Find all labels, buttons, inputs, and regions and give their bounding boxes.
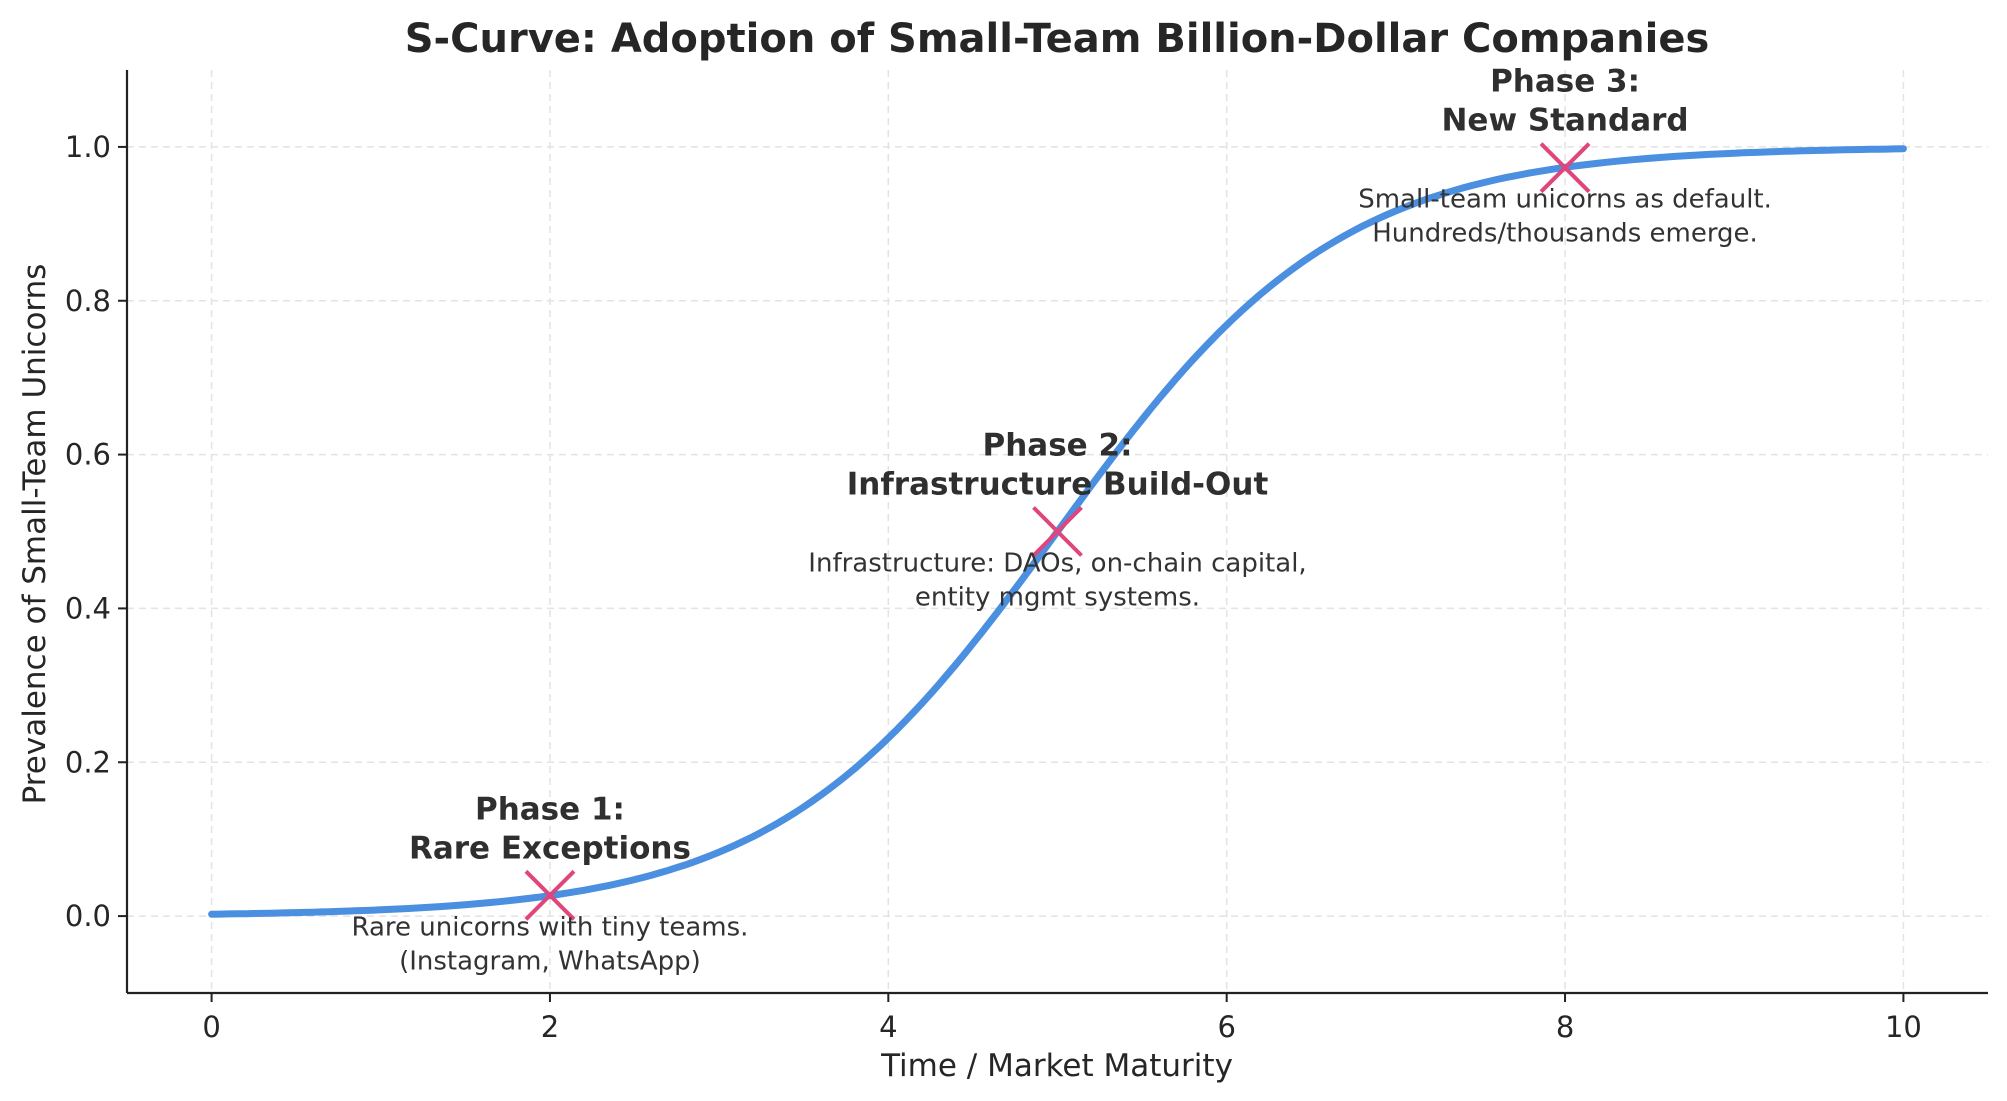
x-tick-label: 2	[541, 1010, 559, 1044]
phase-2-annotation: Phase 2:Infrastructure Build-Out Infrastr…	[808, 428, 1306, 613]
y-tick-label: 0.8	[65, 284, 111, 318]
phase-annotations: Phase 1:Rare Exceptions Rare unicorns wit…	[351, 64, 1771, 977]
phase-3-title-line: New Standard	[1441, 103, 1688, 139]
x-tick-label: 4	[879, 1010, 897, 1044]
phase-3-description-line: Hundreds/thousands emerge.	[1372, 219, 1758, 249]
phase-3-marker	[1539, 142, 1591, 194]
phase-3-title-line: Phase 3:	[1490, 64, 1640, 100]
phase-1-title-line: Phase 1:	[475, 791, 625, 827]
y-axis-label: Prevalence of Small-Team Unicorns	[17, 264, 53, 805]
chart-title: S-Curve: Adoption of Small-Team Billion-…	[405, 16, 1710, 62]
phase-1-description-line: (Instagram, WhatsApp)	[399, 946, 701, 976]
phase-1-title-line: Rare Exceptions	[409, 830, 691, 866]
x-tick-label: 0	[202, 1010, 220, 1044]
y-tick-label: 0.6	[65, 438, 111, 472]
x-tick-label: 10	[1885, 1010, 1922, 1044]
y-tick-label: 0.4	[65, 591, 111, 625]
marker-stroke	[1539, 142, 1591, 194]
phase-2-description-line: Infrastructure: DAOs, on-chain capital,	[808, 549, 1306, 579]
x-tick-label: 8	[1556, 1010, 1574, 1044]
axes: 0 2 4 6 8 10 0.0 0.2 0.4 0.6 0.8 1.0	[65, 70, 1988, 1044]
marker-stroke	[1032, 506, 1083, 557]
phase-1-marker	[524, 869, 576, 921]
phase-2-marker	[1032, 506, 1083, 557]
phase-3-annotation: Phase 3:New Standard Small-team unicorns …	[1358, 64, 1772, 249]
grid-lines	[127, 70, 1988, 993]
y-tick-label: 0.0	[65, 899, 111, 933]
phase-1-annotation: Phase 1:Rare Exceptions Rare unicorns wit…	[351, 791, 748, 976]
phase-1-description-line: Rare unicorns with tiny teams.	[351, 912, 748, 942]
x-axis-label: Time / Market Maturity	[880, 1048, 1233, 1084]
y-tick-label: 0.2	[65, 745, 111, 779]
phase-2-title-line: Phase 2:	[983, 428, 1133, 464]
phase-3-description-line: Small-team unicorns as default.	[1358, 185, 1772, 215]
marker-stroke	[524, 869, 576, 921]
x-tick-label: 6	[1217, 1010, 1235, 1044]
phase-markers	[524, 142, 1591, 921]
y-tick-label: 1.0	[65, 130, 111, 164]
phase-2-title-line: Infrastructure Build-Out	[847, 467, 1269, 503]
phase-2-description-line: entity mgmt systems.	[915, 583, 1200, 613]
